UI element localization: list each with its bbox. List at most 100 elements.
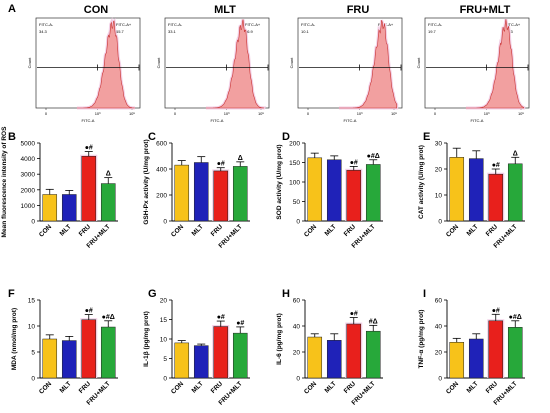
x-tick-label: MLT — [59, 223, 73, 237]
significance-label: ●# — [85, 308, 93, 315]
x-tick-label: FRU — [485, 223, 500, 238]
y-tick-label: 30 — [435, 141, 443, 148]
flow-histogram — [338, 20, 398, 109]
y-axis-label: IL-6 (pg/mg prot) — [276, 313, 283, 365]
x-tick-label: FRU — [210, 380, 225, 395]
y-tick-label: 400 — [156, 167, 167, 174]
y-tick-label: 20 — [435, 167, 443, 174]
flow-xtick-label: 10⁵ — [129, 111, 135, 116]
bar-fru — [81, 156, 97, 222]
y-tick-label: 60 — [435, 298, 443, 305]
flow-xtick-label: 10⁵ — [391, 111, 397, 116]
flow-xlabel: FITC-A — [82, 118, 95, 123]
bar-mlt — [193, 345, 209, 379]
flow-xtick-label: 10³ — [95, 111, 101, 116]
y-tick-label: 10 — [160, 337, 168, 344]
flow-histogram — [205, 19, 265, 109]
flow-xtick-label: 10³ — [224, 111, 230, 116]
bar-panel-g: G 0 5 10 15 20 IL-1β (pg/mg prot) CON MLT ●# FRU ●#… — [143, 288, 250, 407]
significance-label: Δ — [106, 171, 111, 178]
y-tick-label: 0 — [296, 376, 300, 383]
y-tick-label: 0 — [438, 219, 442, 226]
x-tick-label: FRU — [78, 380, 93, 395]
significance-label: ●# — [350, 159, 358, 166]
flow-xtick-label: 10³ — [484, 111, 490, 116]
y-axis-label: MDA (nmol/mg prot) — [11, 308, 18, 370]
flow-histogram — [465, 19, 525, 109]
bar-fru — [346, 170, 362, 222]
x-tick-label: CON — [303, 223, 318, 238]
y-tick-label: 1000 — [21, 203, 36, 210]
y-tick-label: 5000 — [21, 141, 36, 148]
flow-gate-minus-label: FITC-A- — [428, 22, 443, 27]
y-tick-label: 5 — [31, 350, 35, 357]
significance-label: ●#Δ — [367, 153, 380, 160]
y-axis-label: CAT activity (U/mg prot) — [418, 145, 425, 219]
bar-panel-i: I 0 20 40 60 TNF-α (pg/mg prot) CON MLT ●# FRU ●#Δ… — [418, 288, 525, 407]
y-axis-label: Mean fluorescence intensity of ROS — [1, 126, 8, 238]
y-tick-label: 40 — [293, 324, 301, 331]
y-tick-label: 15 — [28, 298, 36, 305]
x-tick-label: CON — [445, 223, 460, 238]
x-tick-label: MLT — [191, 223, 205, 237]
y-tick-label: 0 — [163, 219, 167, 226]
bar-mlt — [193, 162, 209, 222]
flow-panel-2: MLT FITC-A- FITC-A+ 33.1 66.9 Count FITC-A 0 10³… — [156, 4, 270, 123]
y-tick-label: 60 — [293, 298, 301, 305]
flow-gate-minus-label: FITC-A- — [301, 22, 316, 27]
panel-letter-e: E — [423, 131, 430, 143]
y-tick-label: 20 — [293, 350, 301, 357]
x-tick-label: CON — [170, 380, 185, 395]
x-tick-label: MLT — [59, 380, 73, 394]
bar-panel-e: E 0 10 20 30 CAT activity (U/mg prot) CON MLT ●#… — [418, 131, 525, 250]
bar-fru-mlt — [507, 327, 523, 379]
significance-label: ●# — [85, 145, 93, 152]
y-tick-label: 50 — [293, 199, 301, 206]
flow-xtick-label: 0 — [307, 111, 310, 116]
flow-panel-4: FRU+MLTFITC-A-FITC-A+19.780.3CountFITC-A… — [416, 4, 530, 123]
flow-histogram — [76, 20, 135, 109]
bar-con — [174, 342, 190, 379]
significance-label: ●# — [350, 311, 358, 318]
bar-fru — [213, 326, 229, 379]
flow-xtick-label: 10³ — [357, 111, 363, 116]
bar-fru — [213, 170, 229, 222]
y-tick-label: 20 — [435, 350, 443, 357]
flow-title: CON — [84, 4, 109, 16]
flow-xtick-label: 10⁵ — [518, 111, 524, 116]
panel-letter-a: A — [8, 3, 16, 15]
y-tick-label: 100 — [289, 180, 300, 187]
y-tick-label: 5 — [163, 356, 167, 363]
x-tick-label: MLT — [191, 380, 205, 394]
flow-xtick-label: 0 — [174, 111, 177, 116]
y-axis-label: GSH-Px activity (U/mg prot) — [143, 139, 150, 224]
x-tick-label: CON — [445, 380, 460, 395]
flow-gate-minus-label: FITC-A- — [168, 22, 183, 27]
bar-fru-mlt — [232, 166, 248, 222]
y-tick-label: 4000 — [21, 156, 36, 163]
bar-fru-mlt — [365, 330, 381, 379]
y-tick-label: 0 — [163, 376, 167, 383]
flow-xtick-label: 10⁵ — [258, 111, 264, 116]
significance-label: #Δ — [369, 318, 378, 325]
bar-panel-d: D 0 50 100 150 200 SOD activity (U/mg prot) CON… — [276, 131, 383, 250]
bar-con — [174, 164, 190, 222]
x-tick-label: CON — [170, 223, 185, 238]
flow-xlabel: FITC-A — [344, 118, 357, 123]
flow-xtick-label: 0 — [45, 111, 48, 116]
x-tick-label: MLT — [324, 380, 338, 394]
panel-letter-d: D — [282, 131, 290, 143]
bar-mlt — [468, 338, 484, 379]
flow-gate-plus-label: FITC-A+ — [116, 22, 132, 27]
x-tick-label: CON — [38, 380, 53, 395]
y-tick-label: 40 — [435, 324, 443, 331]
bar-fru-mlt — [507, 163, 523, 222]
bar-fru-mlt — [365, 164, 381, 222]
y-tick-label: 10 — [28, 324, 36, 331]
bar-mlt — [326, 340, 342, 379]
flow-ylabel: Count — [289, 57, 294, 69]
y-tick-label: 20 — [160, 298, 168, 305]
panel-letter-c: C — [148, 131, 156, 143]
